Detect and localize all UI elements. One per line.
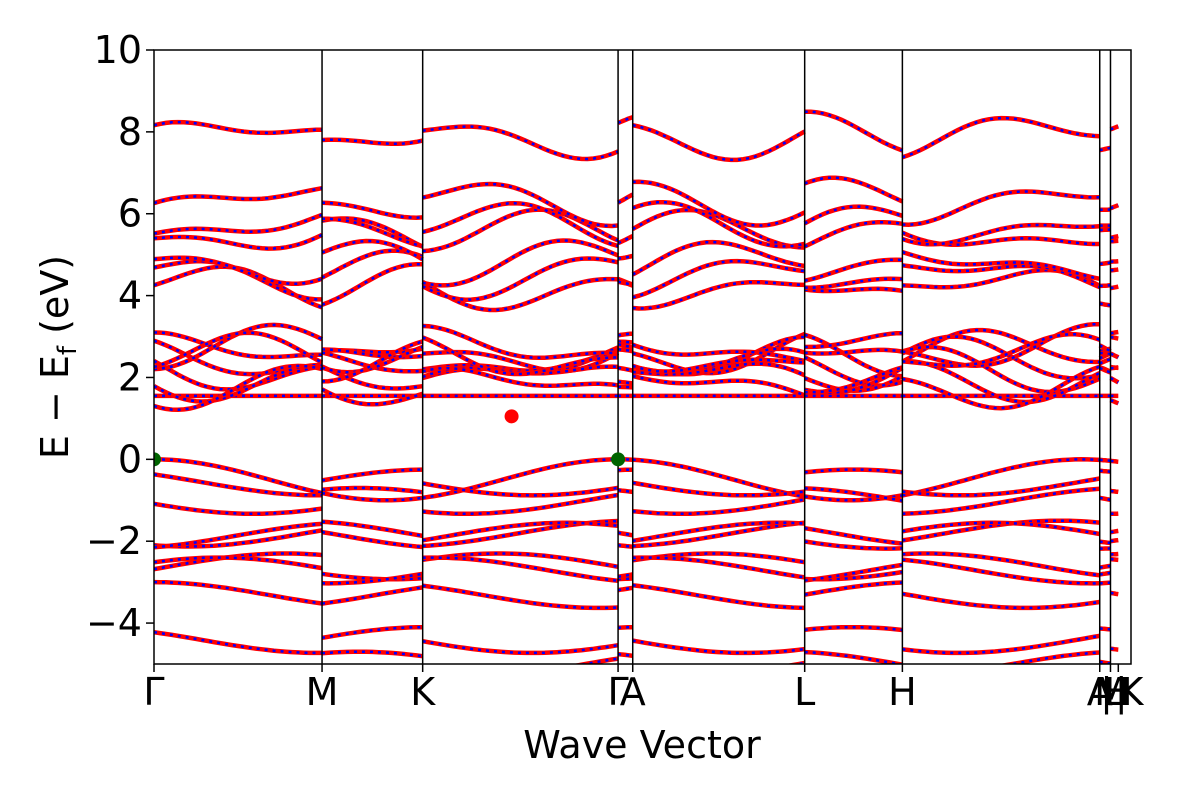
band-line-spin-down (154, 521, 1119, 550)
band-line-spin-up (154, 624, 1119, 656)
y-tick-label: −2 (86, 519, 142, 563)
x-tick-label: K (410, 670, 436, 714)
y-tick-label: 0 (118, 437, 142, 481)
band-line-spin-up (154, 485, 1119, 517)
band-line-spin-down (154, 468, 1119, 497)
y-tick-label: −4 (86, 601, 142, 645)
y-tick-label: 8 (118, 110, 142, 154)
x-tick-label: M (1094, 670, 1127, 714)
band-line-spin-down (154, 328, 1119, 378)
x-tick-label: A (1087, 670, 1113, 714)
x-tick-label: A (620, 670, 646, 714)
band-line-spin-down (154, 249, 1119, 301)
x-tick-label: L (794, 670, 815, 714)
band-line-spin-down (154, 486, 1119, 516)
y-axis-title-unit: (eV) (33, 255, 77, 346)
y-tick-label: 10 (94, 28, 142, 72)
band-edge-marker (611, 452, 626, 467)
x-tick-label: Γ (607, 670, 628, 714)
band-line-spin-down (154, 351, 1119, 404)
x-tick-label-overlap: K (1119, 670, 1145, 714)
band-line-spin-up (154, 109, 1119, 163)
band-line-spin-down (154, 625, 1119, 655)
band-line-spin-down (154, 519, 1119, 548)
band-line-spin-down (154, 110, 1119, 162)
y-tick-label: 6 (118, 192, 142, 236)
x-tick-label-overlap: L (1103, 670, 1124, 714)
y-axis-title-main: E − E (33, 355, 77, 459)
high-symmetry-lines (321, 50, 1112, 664)
band-line-spin-down (154, 176, 1119, 228)
y-axis-title: E − Ef (eV) (33, 255, 83, 459)
band-edge-marker (504, 409, 519, 424)
y-tick-label: 2 (118, 355, 142, 399)
band-edge-markers (154, 409, 626, 467)
x-tick-label: H (1104, 670, 1133, 714)
x-axis-title: Wave Vector (523, 723, 761, 767)
band-line-spin-down (154, 458, 1119, 502)
band-edge-marker (154, 452, 161, 467)
y-axis-title-subscript: f (53, 345, 83, 355)
x-tick-label: Γ (143, 670, 164, 714)
band-line-spin-down (154, 364, 1119, 412)
band-line-spin-down (154, 556, 1119, 585)
band-line-spin-down (321, 650, 1111, 664)
x-tick-label: H (888, 670, 917, 714)
band-line-spin-down (154, 331, 1119, 383)
band-line-spin-down (154, 580, 1119, 610)
y-tick-label: 4 (118, 274, 142, 318)
y-axis: −4 −2 0 2 4 6 8 10 (86, 28, 154, 645)
band-line-spin-down (154, 262, 1119, 312)
band-line-spin-up (154, 238, 1119, 288)
x-tick-label: M (306, 670, 339, 714)
plot-frame (153, 49, 1132, 665)
band-line-spin-down (154, 239, 1119, 287)
band-line-spin-down (154, 200, 1119, 248)
band-line-spin-up (154, 467, 1119, 498)
band-line-spin-up (154, 207, 1119, 261)
band-line-spin-down (154, 208, 1119, 260)
band-lines (154, 109, 1120, 664)
band-line-spin-up (154, 175, 1120, 229)
band-line-spin-down (154, 323, 1119, 374)
x-tick-label-overlap: | (1115, 670, 1128, 715)
x-tick-label-overlap: | (1100, 670, 1113, 715)
x-axis: Γ M K ΓA L H AMH|L|K (143, 664, 1145, 715)
